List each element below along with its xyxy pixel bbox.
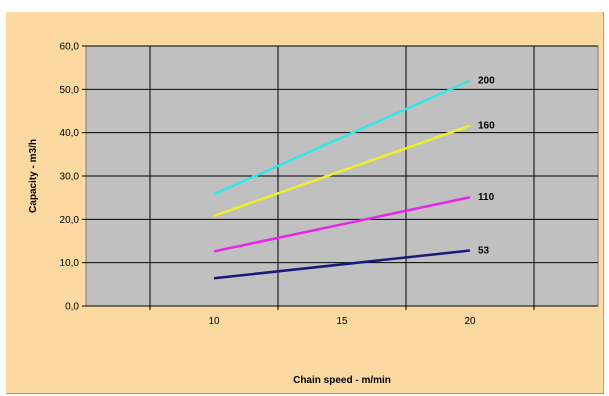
series-line-160	[213, 124, 471, 218]
y-tick-label: 60,0	[60, 42, 80, 53]
series-lines	[213, 79, 471, 280]
series-line-110	[213, 196, 471, 253]
line-chart: 0,0 10,0 20,0 30,0 40,0 50,0 60,0 10 15 20 200 16…	[28, 42, 599, 386]
series-labels: 200 160 110 53	[478, 76, 495, 257]
series-label-53: 53	[478, 246, 490, 257]
gridlines	[86, 45, 598, 307]
y-tick-label: 10,0	[60, 258, 80, 269]
x-tick-label: 10	[208, 316, 220, 327]
x-tick-label: 15	[336, 316, 348, 327]
x-axis-ticks: 10 15 20	[149, 306, 535, 327]
chart-area: 0,0 10,0 20,0 30,0 40,0 50,0 60,0 10 15 20 200 16…	[6, 12, 604, 394]
series-label-160: 160	[478, 121, 495, 132]
y-tick-label: 40,0	[60, 128, 80, 139]
y-tick-label: 50,0	[60, 85, 80, 96]
x-tick-label: 20	[464, 316, 476, 327]
series-line-53	[213, 249, 471, 280]
y-tick-label: 20,0	[60, 215, 80, 226]
series-label-110: 110	[478, 192, 495, 203]
y-tick-label: 0,0	[65, 302, 79, 313]
y-axis-title: Capacity - m3/h	[28, 139, 39, 213]
y-axis-ticks: 0,0 10,0 20,0 30,0 40,0 50,0 60,0	[60, 42, 86, 313]
series-label-200: 200	[478, 76, 495, 87]
x-axis-title: Chain speed - m/min	[293, 375, 391, 386]
series-line-200	[213, 79, 471, 196]
y-tick-label: 30,0	[60, 172, 80, 183]
